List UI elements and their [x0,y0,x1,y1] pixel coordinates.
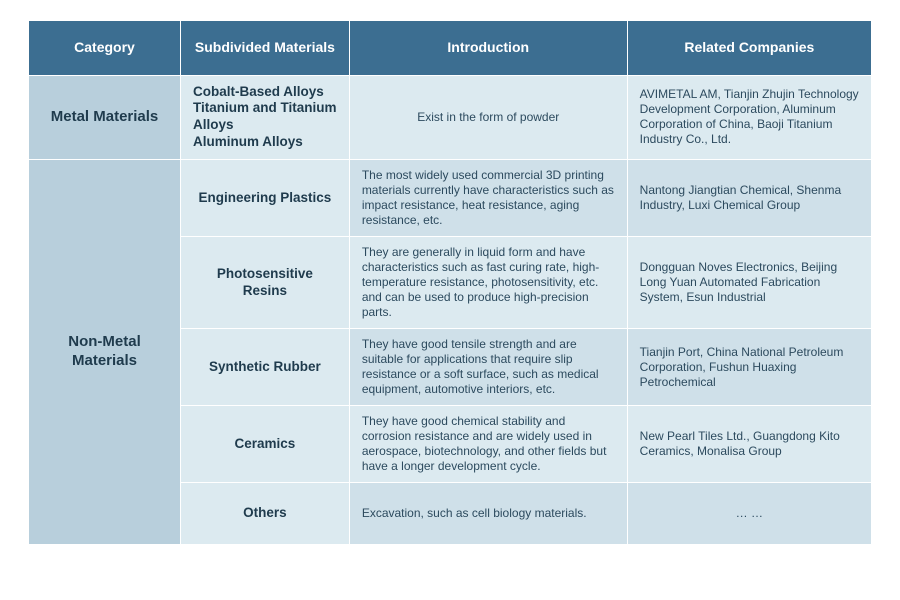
cell-intro: Exist in the form of powder [350,76,627,160]
cell-subdivided: Ceramics [181,406,349,482]
col-category: Category [29,21,180,75]
cell-intro: They have good chemical stability and co… [350,406,627,482]
col-introduction: Introduction [350,21,627,75]
table-row: Non-Metal Materials Engineering Plastics… [29,160,871,236]
table-row: Metal Materials Cobalt-Based Alloys Tita… [29,76,871,160]
col-companies: Related Companies [628,21,871,75]
cell-companies: Dongguan Noves Electronics, Beijing Long… [628,237,871,328]
cell-companies: Nantong Jiangtian Chemical, Shenma Indus… [628,160,871,236]
cell-companies: New Pearl Tiles Ltd., Guangdong Kito Cer… [628,406,871,482]
cell-intro: The most widely used commercial 3D print… [350,160,627,236]
cell-category: Non-Metal Materials [29,160,180,544]
table-body: Metal Materials Cobalt-Based Alloys Tita… [29,76,871,544]
cell-category: Metal Materials [29,76,180,160]
cell-subdivided: Cobalt-Based Alloys Titanium and Titaniu… [181,76,349,160]
col-subdivided: Subdivided Materials [181,21,349,75]
cell-companies: … … [628,483,871,544]
cell-intro: They are generally in liquid form and ha… [350,237,627,328]
cell-companies: Tianjin Port, China National Petroleum C… [628,329,871,405]
materials-table: Category Subdivided Materials Introducti… [28,20,872,545]
table-header-row: Category Subdivided Materials Introducti… [29,21,871,75]
cell-subdivided: Photosensitive Resins [181,237,349,328]
cell-subdivided: Synthetic Rubber [181,329,349,405]
cell-intro: They have good tensile strength and are … [350,329,627,405]
cell-subdivided: Engineering Plastics [181,160,349,236]
cell-intro: Excavation, such as cell biology materia… [350,483,627,544]
cell-subdivided: Others [181,483,349,544]
cell-companies: AVIMETAL AM, Tianjin Zhujin Technology D… [628,76,871,160]
